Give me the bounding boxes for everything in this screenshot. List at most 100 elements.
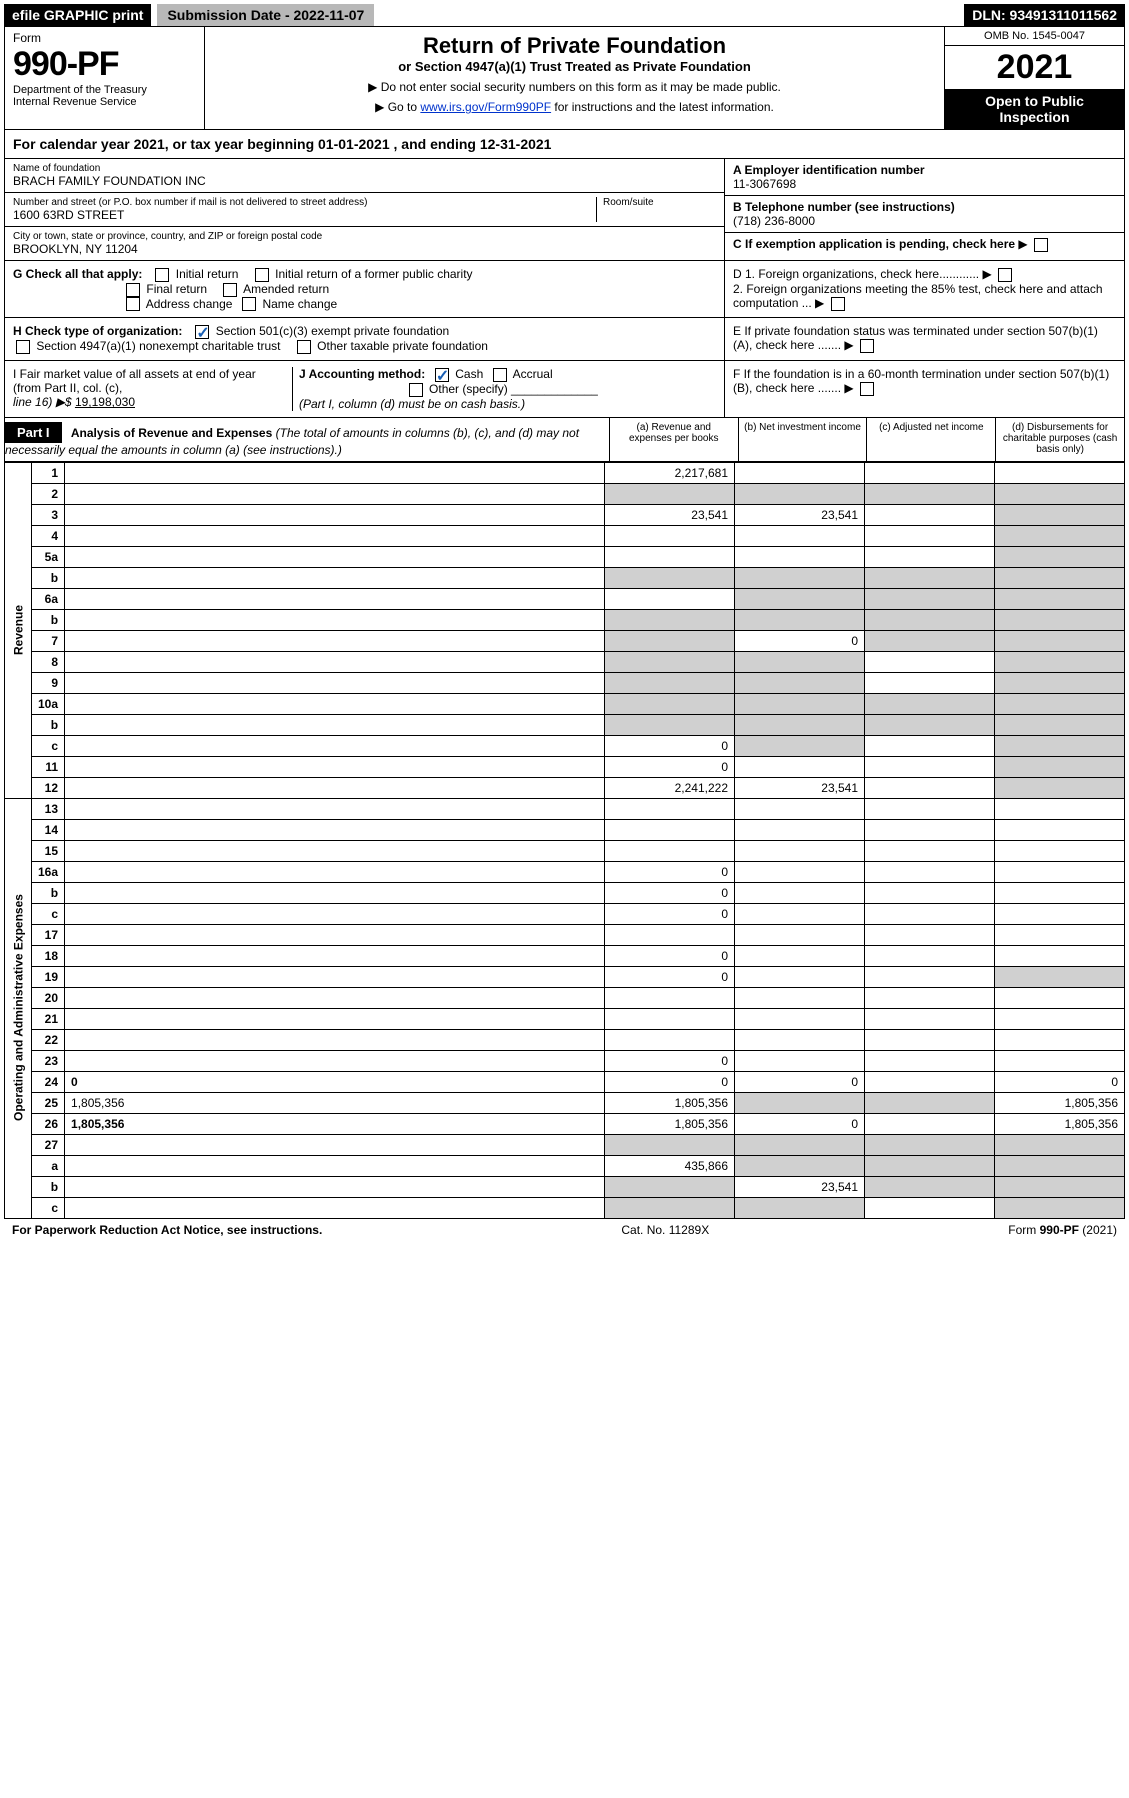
line-description <box>65 567 605 588</box>
table-row: 20 <box>5 987 1125 1008</box>
line-description <box>65 1176 605 1197</box>
col-a-value: 0 <box>605 861 735 882</box>
line-number: 13 <box>32 798 65 819</box>
table-row: 251,805,3561,805,3561,805,356 <box>5 1092 1125 1113</box>
h-other-checkbox[interactable] <box>297 340 311 354</box>
g-address-checkbox[interactable] <box>126 297 140 311</box>
col-a-value <box>605 819 735 840</box>
table-row: 180 <box>5 945 1125 966</box>
line-description <box>65 882 605 903</box>
col-b-header: (b) Net investment income <box>738 418 867 461</box>
c-checkbox[interactable] <box>1034 238 1048 252</box>
j-other-checkbox[interactable] <box>409 383 423 397</box>
h-4947-checkbox[interactable] <box>16 340 30 354</box>
j-cash: Cash <box>455 367 483 381</box>
efile-badge: efile GRAPHIC print <box>4 4 151 26</box>
h-501c3-checkbox[interactable] <box>195 325 209 339</box>
form990pf-link[interactable]: www.irs.gov/Form990PF <box>420 100 551 114</box>
col-b-value: 23,541 <box>735 504 865 525</box>
footer-right: Form 990-PF (2021) <box>1008 1223 1117 1237</box>
expenses-vertical-label: Operating and Administrative Expenses <box>5 798 32 1218</box>
j-cash-checkbox[interactable] <box>435 368 449 382</box>
col-a-value: 0 <box>605 1071 735 1092</box>
col-a-value: 0 <box>605 966 735 987</box>
line-number: 21 <box>32 1008 65 1029</box>
col-d-value <box>995 651 1125 672</box>
tel-label: B Telephone number (see instructions) <box>733 200 1116 214</box>
col-a-value <box>605 588 735 609</box>
col-c-value <box>865 1197 995 1218</box>
table-row: 15 <box>5 840 1125 861</box>
col-d-value <box>995 819 1125 840</box>
col-c-value <box>865 483 995 504</box>
line-description <box>65 630 605 651</box>
col-b-value <box>735 462 865 483</box>
d1-checkbox[interactable] <box>998 268 1012 282</box>
line-description: 1,805,356 <box>65 1092 605 1113</box>
top-bar: efile GRAPHIC print Submission Date - 20… <box>4 4 1125 26</box>
table-row: 4 <box>5 525 1125 546</box>
col-b-value: 0 <box>735 1113 865 1134</box>
col-b-value: 0 <box>735 630 865 651</box>
col-a-value <box>605 1029 735 1050</box>
g-address: Address change <box>146 297 233 311</box>
col-b-value <box>735 756 865 777</box>
line-description <box>65 966 605 987</box>
irs-label: Internal Revenue Service <box>13 96 196 108</box>
table-row: 261,805,3561,805,35601,805,356 <box>5 1113 1125 1134</box>
col-a-value: 1,805,356 <box>605 1113 735 1134</box>
col-d-value <box>995 756 1125 777</box>
col-b-value <box>735 672 865 693</box>
table-row: 27 <box>5 1134 1125 1155</box>
g-d-row: G Check all that apply: Initial return I… <box>4 261 1125 318</box>
form-subtitle: or Section 4947(a)(1) Trust Treated as P… <box>211 59 938 74</box>
table-row: 230 <box>5 1050 1125 1071</box>
g-final: Final return <box>146 282 207 296</box>
part1-badge: Part I <box>5 422 62 443</box>
line-number: 12 <box>32 777 65 798</box>
col-d-value <box>995 672 1125 693</box>
col-d-value <box>995 546 1125 567</box>
col-c-header: (c) Adjusted net income <box>866 418 995 461</box>
table-row: 9 <box>5 672 1125 693</box>
g-amended-checkbox[interactable] <box>223 283 237 297</box>
g-name-checkbox[interactable] <box>242 297 256 311</box>
d2-checkbox[interactable] <box>831 297 845 311</box>
table-row: c <box>5 1197 1125 1218</box>
col-d-value <box>995 945 1125 966</box>
line-description <box>65 987 605 1008</box>
table-row: 110 <box>5 756 1125 777</box>
col-a-value <box>605 672 735 693</box>
f-checkbox[interactable] <box>860 382 874 396</box>
col-c-value <box>865 525 995 546</box>
col-c-value <box>865 1029 995 1050</box>
col-d-value <box>995 630 1125 651</box>
h-label: H Check type of organization: <box>13 324 182 338</box>
ein: 11-3067698 <box>733 177 1116 191</box>
col-b-value <box>735 735 865 756</box>
col-d-value <box>995 1197 1125 1218</box>
col-d-value <box>995 777 1125 798</box>
g-final-checkbox[interactable] <box>126 283 140 297</box>
g-initial-checkbox[interactable] <box>155 268 169 282</box>
col-a-value <box>605 1008 735 1029</box>
e-checkbox[interactable] <box>860 339 874 353</box>
col-b-value <box>735 819 865 840</box>
col-d-value <box>995 525 1125 546</box>
line-number: b <box>32 882 65 903</box>
col-a-value <box>605 693 735 714</box>
col-c-value <box>865 861 995 882</box>
line-number: 15 <box>32 840 65 861</box>
col-a-value <box>605 1134 735 1155</box>
col-b-value <box>735 840 865 861</box>
line-number: 16a <box>32 861 65 882</box>
table-row: 17 <box>5 924 1125 945</box>
col-b-value <box>735 1050 865 1071</box>
line-number: 4 <box>32 525 65 546</box>
part1-header: Part I Analysis of Revenue and Expenses … <box>4 418 1125 462</box>
j-accrual-checkbox[interactable] <box>493 368 507 382</box>
g-initial-former-checkbox[interactable] <box>255 268 269 282</box>
c-exemption-label: C If exemption application is pending, c… <box>733 237 1015 251</box>
table-row: Revenue12,217,681 <box>5 462 1125 483</box>
identity-block: Name of foundation BRACH FAMILY FOUNDATI… <box>4 159 1125 261</box>
